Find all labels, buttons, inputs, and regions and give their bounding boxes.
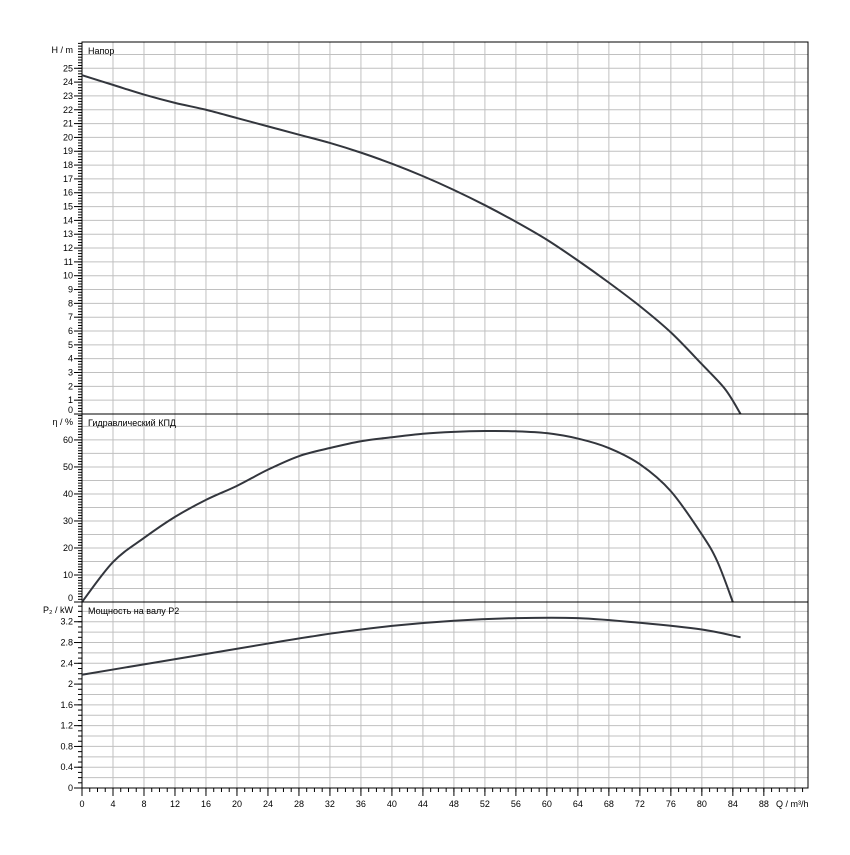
y-tick-label: 3.2 xyxy=(60,617,73,627)
x-tick-label: 24 xyxy=(263,799,273,809)
y-tick-label: 5 xyxy=(68,340,73,350)
x-tick-label: 16 xyxy=(201,799,211,809)
y-tick-label: 1 xyxy=(68,395,73,405)
y-tick-label: 17 xyxy=(63,174,73,184)
y-tick-label: 12 xyxy=(63,243,73,253)
y-tick-label: 24 xyxy=(63,77,73,87)
x-tick-label: 20 xyxy=(232,799,242,809)
panel-title: Мощность на валу P2 xyxy=(88,606,179,616)
x-tick-label: 52 xyxy=(480,799,490,809)
y-tick-label: 9 xyxy=(68,285,73,295)
y-tick-label: 13 xyxy=(63,229,73,239)
y-axis-label: P₂ / kW xyxy=(43,605,73,615)
y-tick-label: 15 xyxy=(63,202,73,212)
y-tick-label: 6 xyxy=(68,326,73,336)
curve-1 xyxy=(82,431,733,602)
y-tick-label: 1.6 xyxy=(60,700,73,710)
y-tick-label: 2 xyxy=(68,679,73,689)
y-tick-label: 0 xyxy=(68,405,73,415)
y-tick-label: 23 xyxy=(63,91,73,101)
x-tick-label: 72 xyxy=(635,799,645,809)
y-tick-label: 2.8 xyxy=(60,638,73,648)
x-tick-label: 76 xyxy=(666,799,676,809)
y-tick-label: 21 xyxy=(63,119,73,129)
y-tick-label: 0 xyxy=(68,593,73,603)
x-tick-label: 80 xyxy=(697,799,707,809)
y-tick-label: 0 xyxy=(68,783,73,793)
y-tick-label: 8 xyxy=(68,298,73,308)
y-tick-label: 1.2 xyxy=(60,721,73,731)
y-tick-label: 0.4 xyxy=(60,762,73,772)
y-tick-label: 16 xyxy=(63,188,73,198)
y-tick-label: 7 xyxy=(68,312,73,322)
y-tick-label: 50 xyxy=(63,462,73,472)
y-tick-label: 0.8 xyxy=(60,741,73,751)
x-axis-label: Q / m³/h xyxy=(776,799,809,809)
y-axis-label: H / m xyxy=(52,45,74,55)
y-tick-label: 2 xyxy=(68,381,73,391)
x-tick-label: 32 xyxy=(325,799,335,809)
x-tick-label: 88 xyxy=(759,799,769,809)
x-tick-label: 44 xyxy=(418,799,428,809)
x-tick-label: 0 xyxy=(79,799,84,809)
y-tick-label: 30 xyxy=(63,516,73,526)
x-tick-label: 68 xyxy=(604,799,614,809)
x-tick-label: 28 xyxy=(294,799,304,809)
y-tick-label: 3 xyxy=(68,368,73,378)
x-tick-label: 4 xyxy=(110,799,115,809)
panel-title: Напор xyxy=(88,46,114,56)
y-tick-label: 10 xyxy=(63,271,73,281)
y-tick-label: 20 xyxy=(63,132,73,142)
x-tick-label: 60 xyxy=(542,799,552,809)
y-tick-label: 14 xyxy=(63,215,73,225)
x-tick-label: 56 xyxy=(511,799,521,809)
y-tick-label: 18 xyxy=(63,160,73,170)
y-tick-label: 40 xyxy=(63,489,73,499)
x-tick-label: 84 xyxy=(728,799,738,809)
panel-title: Гидравлический КПД xyxy=(88,418,176,428)
x-tick-label: 12 xyxy=(170,799,180,809)
x-tick-label: 48 xyxy=(449,799,459,809)
y-tick-label: 19 xyxy=(63,146,73,156)
y-axis-label: η / % xyxy=(52,417,73,427)
y-tick-label: 10 xyxy=(63,570,73,580)
curve-0 xyxy=(82,75,741,414)
y-tick-label: 4 xyxy=(68,354,73,364)
y-tick-label: 22 xyxy=(63,105,73,115)
y-tick-label: 2.4 xyxy=(60,658,73,668)
x-tick-label: 8 xyxy=(141,799,146,809)
y-tick-label: 60 xyxy=(63,435,73,445)
x-tick-label: 64 xyxy=(573,799,583,809)
curve-2 xyxy=(82,618,741,675)
x-tick-label: 40 xyxy=(387,799,397,809)
y-tick-label: 25 xyxy=(63,63,73,73)
x-tick-label: 36 xyxy=(356,799,366,809)
y-tick-label: 20 xyxy=(63,543,73,553)
y-tick-label: 11 xyxy=(64,257,73,267)
